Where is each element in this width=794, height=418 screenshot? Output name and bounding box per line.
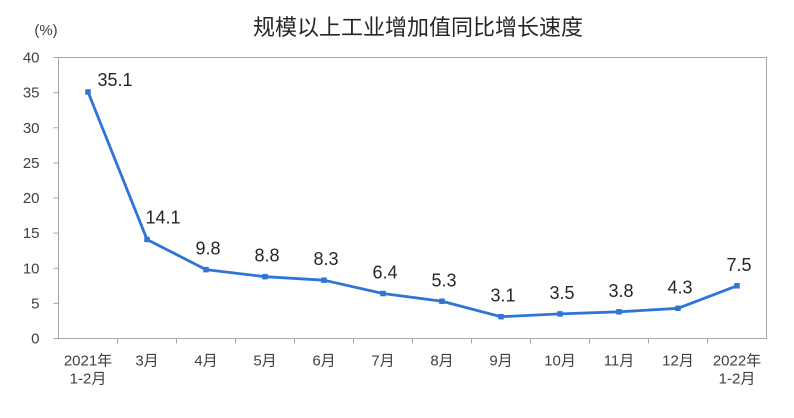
svg-text:9.8: 9.8 (195, 239, 220, 259)
svg-text:4月: 4月 (194, 353, 217, 370)
svg-text:20: 20 (23, 190, 40, 207)
svg-text:11月: 11月 (604, 353, 635, 370)
svg-text:7月: 7月 (371, 353, 394, 370)
svg-text:0: 0 (31, 331, 39, 348)
svg-text:35: 35 (23, 85, 40, 102)
svg-text:9月: 9月 (489, 353, 512, 370)
svg-text:3月: 3月 (135, 353, 158, 370)
svg-text:10月: 10月 (544, 353, 576, 370)
svg-text:8.8: 8.8 (254, 246, 279, 266)
svg-text:8.3: 8.3 (313, 249, 338, 269)
svg-text:3.1: 3.1 (490, 286, 515, 306)
svg-text:12月: 12月 (662, 353, 694, 370)
svg-text:2022年: 2022年 (713, 353, 761, 370)
svg-text:30: 30 (23, 120, 40, 137)
svg-text:10: 10 (23, 260, 40, 277)
svg-text:1-2月: 1-2月 (70, 371, 107, 388)
svg-text:15: 15 (23, 225, 40, 242)
svg-text:3.8: 3.8 (608, 281, 633, 301)
svg-text:6月: 6月 (312, 353, 335, 370)
svg-text:40: 40 (23, 50, 40, 67)
svg-text:35.1: 35.1 (97, 70, 132, 90)
svg-text:2021年: 2021年 (64, 353, 112, 370)
svg-text:8月: 8月 (430, 353, 453, 370)
svg-text:25: 25 (23, 155, 40, 172)
svg-text:4.3: 4.3 (667, 277, 692, 297)
svg-text:3.5: 3.5 (549, 283, 574, 303)
svg-text:14.1: 14.1 (145, 207, 180, 227)
svg-text:6.4: 6.4 (372, 263, 397, 283)
svg-text:5月: 5月 (253, 353, 276, 370)
svg-text:7.5: 7.5 (726, 255, 751, 275)
svg-text:5.3: 5.3 (431, 270, 456, 290)
svg-text:1-2月: 1-2月 (719, 371, 756, 388)
svg-text:(%): (%) (34, 22, 57, 39)
svg-text:规模以上工业增加值同比增长速度: 规模以上工业增加值同比增长速度 (253, 10, 583, 42)
svg-text:5: 5 (31, 295, 39, 312)
